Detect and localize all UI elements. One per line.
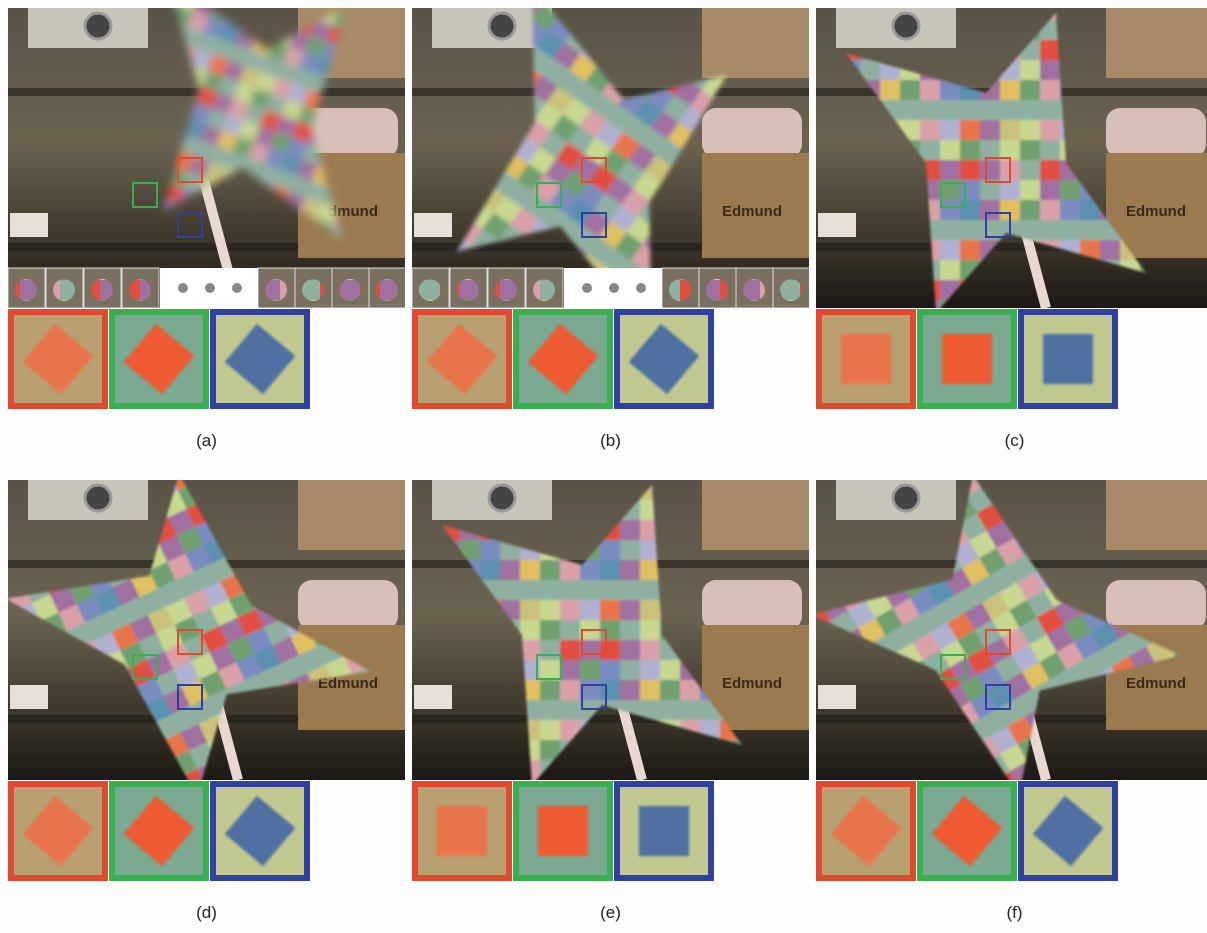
film-wheel [706, 279, 728, 301]
film-wheel [265, 279, 287, 301]
film-wheel [53, 279, 75, 301]
crop-patch [1043, 334, 1093, 384]
ellipsis-dot [232, 283, 242, 293]
film-wheel [129, 279, 151, 301]
tissue [702, 580, 802, 630]
film-wheel [780, 279, 802, 301]
film-wheel [339, 279, 361, 301]
crop-patch [841, 334, 891, 384]
caption: (b) [600, 431, 621, 450]
card [10, 213, 48, 237]
figure: Edmund(a)Edmund(b)Edmund(c)Edmund(d)Edmu… [0, 0, 1207, 928]
page: Edmund(a)Edmund(b)Edmund(c)Edmund(d)Edmu… [0, 0, 1207, 928]
lens [85, 13, 111, 39]
film-wheel [376, 279, 398, 301]
panel: Edmund [412, 480, 809, 878]
panel: Edmund [0, 436, 405, 878]
panel: Edmund [8, 0, 419, 406]
caption: (c) [1005, 431, 1025, 450]
ellipsis-dot [609, 283, 619, 293]
lens [489, 13, 515, 39]
panel: Edmund [383, 0, 810, 406]
crop-patch [538, 806, 588, 856]
tissue [1106, 108, 1206, 158]
ellipsis-dot [178, 283, 188, 293]
cardboard-top [298, 480, 405, 550]
film-wheel [495, 279, 517, 301]
card [414, 213, 452, 237]
caption: (e) [600, 903, 621, 922]
caption: (a) [196, 431, 217, 450]
tissue [298, 580, 398, 630]
cardboard-top [1106, 480, 1207, 550]
scene: Edmund [791, 430, 1207, 840]
card [818, 213, 856, 237]
lens [489, 485, 515, 511]
film-wheel [302, 279, 324, 301]
scene: Edmund [8, 0, 419, 308]
card [10, 685, 48, 709]
box-label: Edmund [722, 675, 782, 692]
scene: Edmund [412, 480, 809, 785]
crop-patch [437, 806, 487, 856]
card [414, 685, 452, 709]
cardboard-top [702, 480, 809, 550]
film-wheel [457, 279, 479, 301]
film-wheel [533, 279, 555, 301]
lens [893, 485, 919, 511]
box-label: Edmund [1126, 675, 1186, 692]
box-label: Edmund [722, 203, 782, 220]
caption: (d) [196, 903, 217, 922]
lens [893, 13, 919, 39]
film-wheel [669, 279, 691, 301]
ellipsis-dot [205, 283, 215, 293]
cardboard-top [1106, 8, 1207, 78]
scene: Edmund [816, 8, 1207, 313]
lens [85, 485, 111, 511]
caption: (f) [1006, 903, 1022, 922]
crop-patch [942, 334, 992, 384]
scene: Edmund [0, 436, 405, 835]
ellipsis-dot [636, 283, 646, 293]
ellipsis-dot [582, 283, 592, 293]
card [818, 685, 856, 709]
tissue [1106, 580, 1206, 630]
cardboard-top [702, 8, 809, 78]
film-wheel [15, 279, 37, 301]
film-wheel [91, 279, 113, 301]
crop-patch [639, 806, 689, 856]
tissue [702, 108, 802, 158]
film-wheel [743, 279, 765, 301]
panel: Edmund [816, 8, 1207, 406]
panel: Edmund [791, 430, 1207, 878]
film-wheel [419, 279, 441, 301]
box-label: Edmund [1126, 203, 1186, 220]
